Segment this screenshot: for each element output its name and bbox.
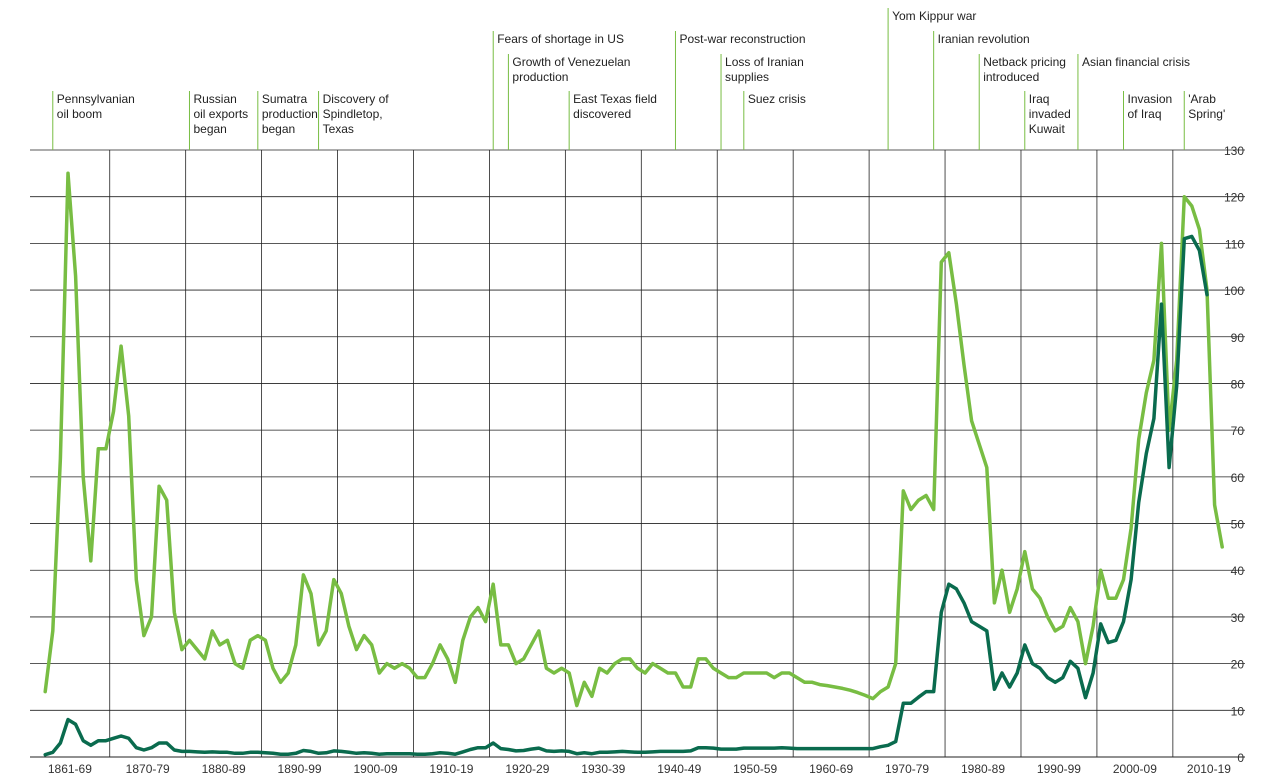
x-tick-label: 1970-79 — [885, 762, 929, 776]
annotation-label: Spring' — [1188, 107, 1225, 121]
annotation-label: Russian — [193, 92, 236, 106]
annotation-label: began — [262, 122, 295, 136]
annotation-label: Discovery of — [323, 92, 390, 106]
annotation-label: introduced — [983, 70, 1039, 84]
annotation-label: Iranian revolution — [938, 32, 1030, 46]
annotation-label: Fears of shortage in US — [497, 32, 624, 46]
annotation-label: East Texas field — [573, 92, 657, 106]
annotation-label: oil exports — [193, 107, 248, 121]
y-tick-label: 110 — [1225, 237, 1244, 251]
x-tick-label: 1950-59 — [733, 762, 777, 776]
annotation-label: Growth of Venezuelan — [512, 55, 630, 69]
annotation-label: supplies — [725, 70, 769, 84]
x-tick-label: 1900-09 — [353, 762, 397, 776]
y-tick-label: 80 — [1231, 377, 1245, 391]
annotation-label: oil boom — [57, 107, 102, 121]
annotation-label: Post-war reconstruction — [679, 32, 805, 46]
annotation-label: Invasion — [1128, 92, 1173, 106]
x-tick-label: 1870-79 — [126, 762, 170, 776]
x-tick-label: 1980-89 — [961, 762, 1005, 776]
x-tick-label: 1880-89 — [202, 762, 246, 776]
y-tick-label: 20 — [1231, 658, 1245, 672]
grid-lines — [30, 149, 1245, 758]
annotation-label: Kuwait — [1029, 122, 1066, 136]
annotation-label: Spindletop, — [323, 107, 383, 121]
annotation-label: began — [193, 122, 226, 136]
series-line-dark — [43, 234, 1209, 757]
annotation-label: production — [512, 70, 568, 84]
series-lines — [43, 171, 1224, 757]
annotation-label: Asian financial crisis — [1082, 55, 1190, 69]
annotation-label: discovered — [573, 107, 631, 121]
x-tick-label: 1861-69 — [48, 762, 92, 776]
y-tick-label: 50 — [1231, 518, 1245, 532]
annotation-label: Sumatra — [262, 92, 308, 106]
y-tick-label: 100 — [1224, 284, 1244, 298]
y-tick-label: 90 — [1231, 331, 1245, 345]
annotation-label: Pennsylvanian — [57, 92, 135, 106]
x-tick-label: 1990-99 — [1037, 762, 1081, 776]
annotation-label: 'Arab — [1188, 92, 1216, 106]
annotation-label: production — [262, 107, 318, 121]
x-tick-label: 1930-39 — [581, 762, 625, 776]
y-tick-label: 120 — [1224, 191, 1244, 205]
y-tick-label: 30 — [1231, 611, 1245, 625]
x-tick-label: 2010-19 — [1187, 762, 1231, 776]
y-tick-label: 0 — [1237, 751, 1244, 765]
series-line-light — [43, 171, 1224, 708]
x-tick-label: 1960-69 — [809, 762, 853, 776]
x-tick-label: 1910-19 — [429, 762, 473, 776]
annotation-label: Texas — [323, 122, 354, 136]
y-tick-label: 130 — [1224, 144, 1244, 158]
x-tick-label: 2000-09 — [1113, 762, 1157, 776]
y-tick-label: 70 — [1231, 424, 1245, 438]
annotation-label: invaded — [1029, 107, 1071, 121]
annotation-label: Suez crisis — [748, 92, 806, 106]
annotation-label: Loss of Iranian — [725, 55, 804, 69]
y-tick-label: 60 — [1231, 471, 1245, 485]
y-axis-ticks: 0 10 20 30 40 50 60 70 80 90 100 110 120 130 — [1224, 144, 1244, 765]
x-tick-label: 1890-99 — [278, 762, 322, 776]
annotation-label: of Iraq — [1128, 107, 1162, 121]
annotation-label: Yom Kippur war — [892, 9, 976, 23]
annotation-label: Iraq — [1029, 92, 1050, 106]
x-tick-label: 1940-49 — [657, 762, 701, 776]
x-axis-ticks: 1861-69 1870-79 1880-89 1890-99 1900-09 1910-… — [48, 762, 1231, 776]
y-tick-label: 40 — [1231, 564, 1245, 578]
y-tick-label: 10 — [1231, 704, 1245, 718]
annotation-label: Netback pricing — [983, 55, 1066, 69]
x-tick-label: 1920-29 — [505, 762, 549, 776]
